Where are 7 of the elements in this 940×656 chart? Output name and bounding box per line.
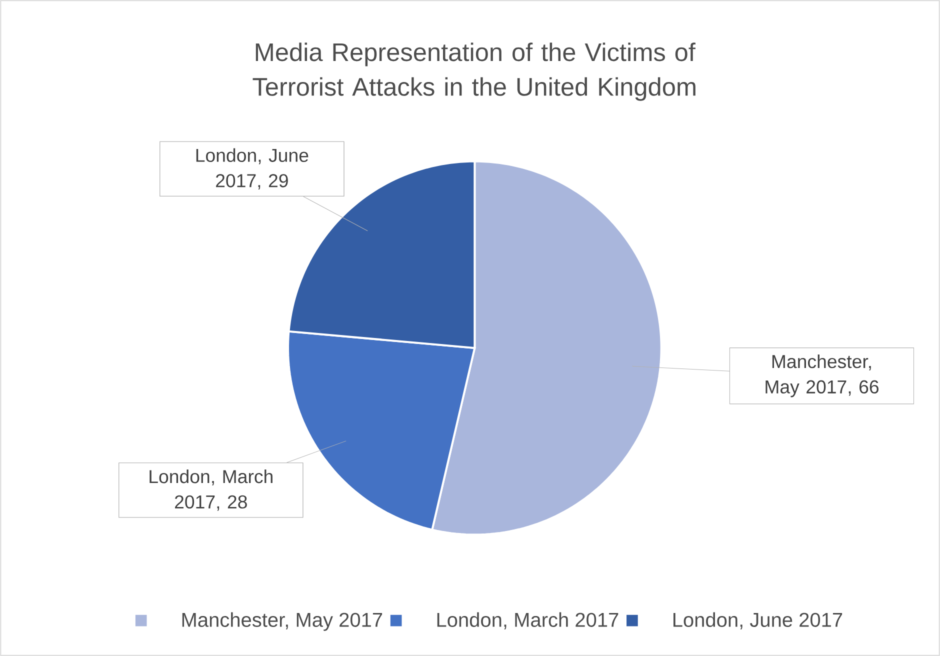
legend-label: London, June 2017 (673, 612, 842, 630)
legend-label: London, March 2017 (437, 612, 618, 630)
data-label: Manchester, May 2017, 66 (766, 354, 878, 398)
data-label: London, March 2017, 28 (150, 470, 272, 511)
data-label: London, June 2017, 29 (196, 148, 308, 190)
legend-label: Manchester, May 2017 (182, 612, 382, 631)
chart-title: Media Representation of the Victims of Terrorist Attacks in the United Kingdom (252, 42, 696, 101)
